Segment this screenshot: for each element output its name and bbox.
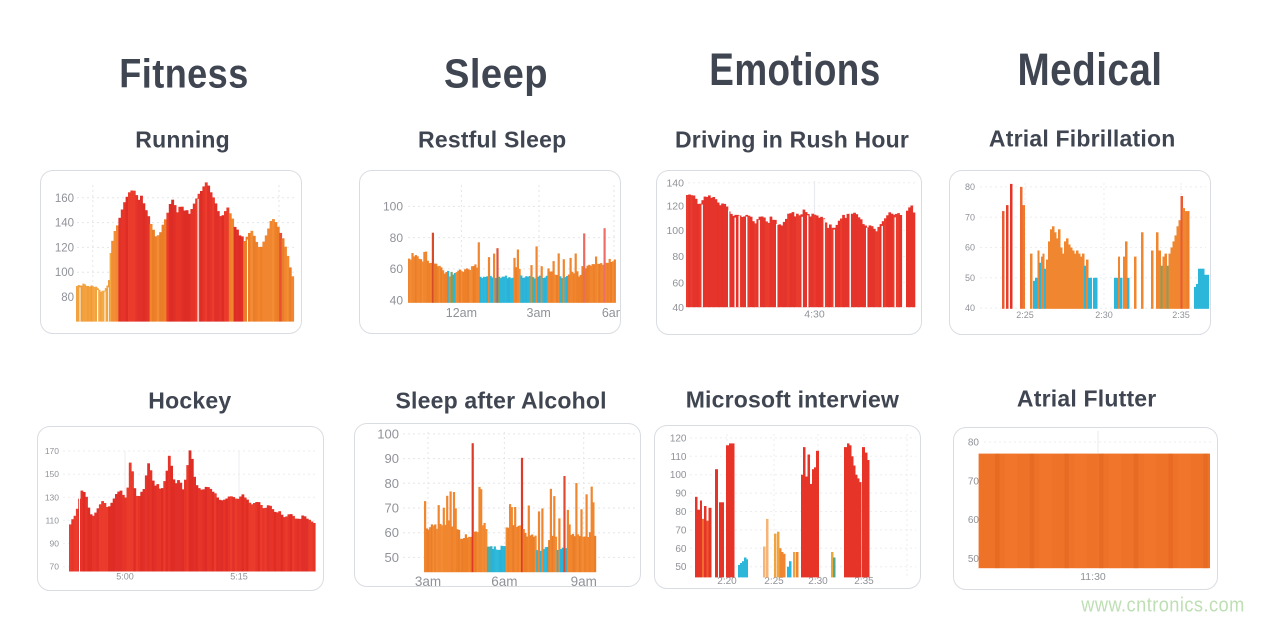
svg-text:2:35: 2:35 [854, 576, 874, 587]
svg-text:60: 60 [672, 277, 684, 289]
svg-text:70: 70 [50, 562, 60, 572]
svg-text:100: 100 [666, 225, 684, 237]
svg-text:150: 150 [45, 469, 59, 479]
svg-text:100: 100 [383, 200, 403, 214]
svg-text:80: 80 [672, 251, 684, 263]
svg-text:130: 130 [45, 492, 59, 502]
svg-text:3am: 3am [415, 574, 441, 587]
svg-text:60: 60 [965, 243, 975, 253]
svg-text:60: 60 [390, 262, 404, 276]
svg-text:80: 80 [385, 476, 399, 491]
svg-text:40: 40 [672, 302, 684, 314]
svg-text:90: 90 [50, 539, 60, 549]
svg-text:2:25: 2:25 [764, 576, 784, 587]
svg-text:120: 120 [55, 242, 74, 254]
svg-text:50: 50 [965, 273, 975, 283]
svg-text:110: 110 [671, 452, 687, 463]
svg-text:80: 80 [965, 182, 975, 192]
svg-text:6am: 6am [491, 574, 517, 587]
svg-text:2:20: 2:20 [717, 576, 737, 587]
svg-text:50: 50 [968, 554, 980, 565]
svg-text:90: 90 [675, 489, 687, 500]
svg-text:80: 80 [390, 231, 404, 245]
svg-text:50: 50 [675, 562, 687, 573]
svg-text:2:35: 2:35 [1172, 310, 1190, 320]
svg-text:170: 170 [45, 446, 59, 456]
svg-text:160: 160 [55, 193, 74, 205]
svg-text:5:00: 5:00 [116, 572, 134, 582]
svg-text:4:30: 4:30 [804, 309, 825, 321]
svg-text:11:30: 11:30 [1080, 571, 1106, 583]
svg-text:6am: 6am [602, 306, 621, 320]
svg-text:120: 120 [666, 201, 684, 213]
svg-text:70: 70 [675, 525, 687, 536]
svg-text:60: 60 [968, 515, 980, 526]
svg-text:100: 100 [55, 267, 74, 279]
svg-text:60: 60 [385, 525, 399, 540]
svg-text:110: 110 [45, 515, 59, 525]
svg-text:80: 80 [675, 507, 687, 518]
svg-text:80: 80 [968, 438, 980, 449]
svg-text:120: 120 [670, 433, 687, 444]
svg-text:3am: 3am [527, 306, 551, 320]
svg-text:12am: 12am [446, 306, 477, 320]
svg-text:70: 70 [968, 476, 980, 487]
svg-text:90: 90 [385, 451, 399, 466]
svg-text:140: 140 [666, 177, 684, 189]
svg-text:40: 40 [965, 303, 975, 313]
svg-text:50: 50 [385, 550, 399, 565]
svg-text:100: 100 [670, 470, 687, 481]
svg-text:5:15: 5:15 [230, 572, 248, 582]
svg-text:140: 140 [55, 218, 74, 230]
svg-text:40: 40 [390, 293, 404, 307]
svg-text:60: 60 [675, 544, 687, 555]
svg-text:80: 80 [61, 292, 74, 304]
svg-text:70: 70 [385, 501, 399, 516]
svg-text:2:25: 2:25 [1016, 310, 1034, 320]
svg-text:2:30: 2:30 [808, 576, 828, 587]
svg-text:70: 70 [965, 212, 975, 222]
svg-text:100: 100 [377, 426, 399, 441]
svg-text:9am: 9am [571, 574, 597, 587]
svg-text:2:30: 2:30 [1095, 310, 1113, 320]
